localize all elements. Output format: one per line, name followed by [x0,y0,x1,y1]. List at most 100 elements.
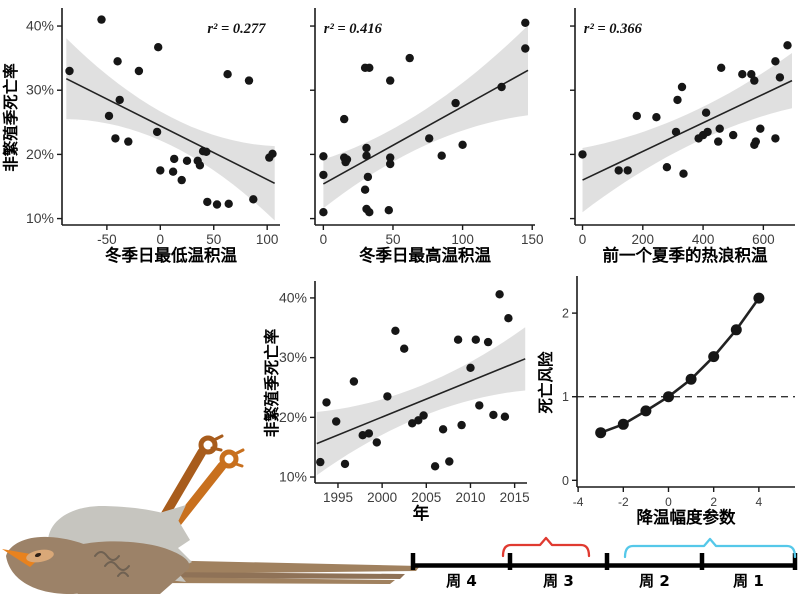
y-tick-label: 0 [562,474,569,488]
data-point [430,462,440,471]
x-tick-label: 2015 [500,490,530,505]
data-point [386,159,395,169]
data-point [212,200,222,209]
bird-claw-back-toe [210,434,224,452]
bird-tail-feather [150,577,395,584]
x-tick-label: 1995 [323,490,353,505]
red-brace-week3 [501,536,591,558]
data-point [662,163,672,172]
data-point [438,425,448,434]
data-point [747,70,756,79]
data-point [437,151,446,160]
data-point [195,161,205,170]
trend-line [316,358,526,445]
data-point [362,151,371,160]
data-point [152,127,162,137]
data-point [316,457,325,467]
data-point [729,130,738,140]
dead-bird-illustration [2,434,420,594]
data-point [134,66,144,76]
data-point [614,166,623,175]
data-point [202,147,211,156]
data-point [677,82,687,92]
bird-tail-feather [150,560,420,574]
y-axis-label: 非繁殖季死亡率 [1,63,20,172]
data-point [751,137,760,146]
data-point [679,169,688,178]
x-tick-label: 2010 [455,490,485,505]
bird-eye [34,552,42,558]
data-point [425,134,434,143]
x-tick-label: 400 [692,232,715,247]
x-tick-label: 100 [451,232,474,247]
r-squared-annotation: r² = 0.277 [207,21,266,37]
x-tick-label: -50 [97,232,117,247]
data-point [113,57,122,66]
data-point [500,412,510,421]
week-timeline: 周 4 周 3 周 2 周 1 [410,536,798,590]
data-point [65,66,74,76]
data-point [156,166,165,175]
data-point [319,152,328,161]
x-tick-label: 0 [320,232,328,247]
data-point [771,57,780,66]
data-point [365,208,374,217]
data-point [405,53,414,63]
data-point [640,405,652,417]
data-point [419,411,428,420]
data-point [268,149,277,158]
data-point [372,438,381,447]
data-point [504,314,513,323]
data-point [391,326,400,335]
trend-line [65,77,276,184]
data-point [617,418,629,430]
data-point [223,70,232,79]
y-axis-label: 死亡风险 [536,351,555,414]
x-axis-label: 降温幅度参数 [637,507,737,527]
data-point [701,108,711,117]
data-point [383,392,392,401]
data-point [466,363,475,372]
data-point [775,73,785,82]
data-point [182,156,192,165]
data-point [364,429,374,438]
y-tick-label: 2 [562,307,569,321]
bird-claw-back [198,435,218,455]
x-tick-label: -2 [618,495,629,509]
y-tick-label: 10% [26,210,54,226]
data-point [249,195,258,204]
y-tick-label: 40% [279,289,307,305]
x-tick-label: -4 [573,495,584,509]
data-point [363,172,373,182]
data-point [400,344,409,353]
x-tick-label: 0 [579,232,587,247]
data-point [362,143,371,153]
x-axis-label: 年 [413,503,430,523]
data-point [154,43,163,52]
data-point [458,140,467,149]
data-point [322,398,331,407]
data-point [495,290,504,299]
trend-line [582,79,793,181]
data-point [671,127,681,137]
x-tick-label: 2 [710,495,717,509]
y-tick-label: 20% [279,409,307,425]
chart-winter_max: 0 50 100 150 冬季日最高温积温 r² = 0.416 [310,8,543,265]
y-tick-label: 1 [562,390,569,404]
y-tick-label: 30% [279,349,307,365]
r-squared-annotation: r² = 0.366 [584,21,643,37]
data-point [97,15,106,24]
data-point [703,127,712,137]
x-tick-label: 4 [756,495,763,509]
data-point [340,114,349,124]
data-point [203,197,212,207]
data-point [497,82,506,92]
x-axis-label: 前一个夏季的热浪积温 [603,245,769,265]
confidence-ribbon [323,25,528,209]
bird-leg-back [160,447,207,520]
data-point [332,417,341,426]
